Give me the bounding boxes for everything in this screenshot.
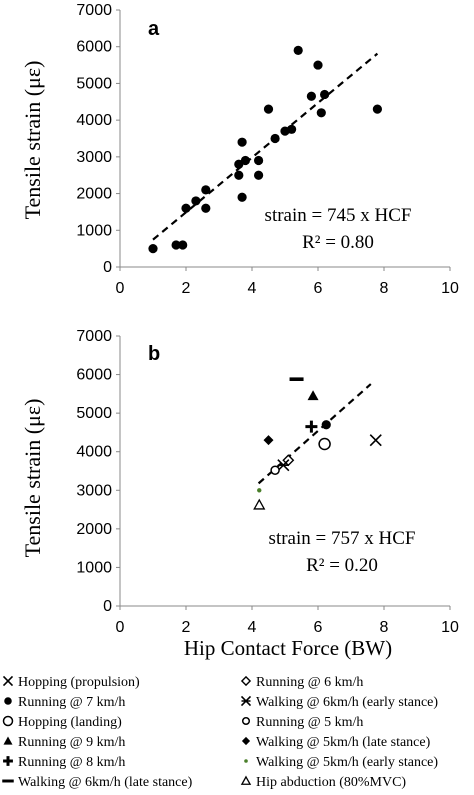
data-point-filled-circle	[201, 185, 211, 195]
legend-item-label: Walking @ 5km/h (early stance)	[256, 755, 438, 770]
y-tick-label: 1000	[76, 559, 112, 576]
legend-symbol-dash	[2, 779, 14, 783]
data-point-filled-circle	[313, 60, 323, 70]
panel-b-r-squared: R² = 0.20	[306, 555, 378, 576]
x-tick-label: 6	[314, 619, 323, 636]
x-tick-label: 0	[116, 280, 125, 297]
data-point-filled-circle	[181, 203, 191, 213]
legend-symbol-asterisk	[240, 695, 252, 707]
legend-item-label: Hopping (landing)	[18, 715, 122, 730]
data-point-open-circle-small	[270, 465, 280, 475]
x-tick-label: 10	[441, 280, 459, 297]
data-point-filled-circle	[372, 104, 382, 114]
data-point-filled-circle	[234, 170, 244, 180]
y-tick-label: 3000	[76, 149, 112, 166]
data-point-filled-circle	[254, 170, 264, 180]
y-tick-label: 6000	[76, 39, 112, 56]
y-tick-label: 2000	[76, 186, 112, 203]
legend-symbol-open-circle	[2, 715, 14, 727]
y-tick-label: 3000	[76, 482, 112, 499]
x-tick-label: 0	[116, 619, 125, 636]
data-point-filled-circle	[263, 104, 274, 114]
panel-a-label: a	[148, 18, 160, 40]
legend-item-label: Running @ 8 km/h	[18, 755, 125, 770]
legend-symbol-open-triangle	[240, 775, 252, 785]
data-point-filled-circle	[320, 89, 330, 100]
x-tick-label: 10	[441, 619, 459, 636]
legend-symbol-open-diamond	[240, 675, 252, 687]
panel-a-r-squared: R² = 0.80	[302, 232, 374, 253]
y-tick-label: 1000	[76, 222, 112, 239]
data-point-filled-circle	[254, 155, 264, 166]
legend: Hopping (propulsion) Running @ 7 km/h Hopp…	[2, 675, 438, 790]
data-point-filled-circle	[191, 196, 201, 206]
legend-item-label: Running @ 6 km/h	[256, 675, 363, 690]
data-point-filled-circle	[306, 91, 316, 101]
data-point-filled-circle	[201, 203, 211, 213]
legend-symbol-open-circle-small	[241, 716, 251, 726]
legend-item-label: Running @ 9 km/h	[18, 735, 125, 750]
panel-b-equation: strain = 757 x HCF	[269, 528, 416, 549]
data-point-plus	[305, 420, 318, 433]
data-point-filled-circle	[287, 124, 297, 134]
data-point-filled-circle	[178, 240, 188, 250]
data-point-small-dot-green	[257, 488, 262, 493]
data-point-filled-triangle	[307, 390, 319, 401]
legend-symbol-x	[2, 675, 14, 687]
legend-item-label: Walking @ 6km/h (early stance)	[256, 695, 438, 710]
data-point-filled-diamond	[263, 435, 274, 446]
y-tick-label: 2000	[76, 521, 112, 538]
panel-a: Tensile strain (με) a strain = 745 x HCF…	[20, 2, 459, 297]
y-tick-label: 4000	[76, 112, 112, 129]
data-point-filled-circle	[316, 108, 326, 118]
y-tick-label: 7000	[76, 328, 112, 345]
data-point-open-triangle	[253, 498, 266, 510]
y-tick-label: 5000	[76, 405, 112, 422]
legend-symbol-filled-diamond	[241, 736, 251, 746]
panel-b-y-axis-label: Tensile strain (με)	[20, 399, 45, 558]
x-tick-label: 8	[380, 619, 389, 636]
y-tick-label: 0	[103, 259, 112, 276]
data-point-filled-circle	[237, 137, 247, 147]
legend-item-label: Walking @ 6km/h (late stance)	[18, 775, 193, 790]
x-axis-label: Hip Contact Force (BW)	[184, 636, 392, 660]
legend-symbol-filled-circle	[4, 697, 12, 705]
x-tick-label: 2	[182, 280, 191, 297]
data-point-asterisk	[277, 459, 290, 472]
data-point-dash	[289, 377, 304, 381]
panel-b: Tensile strain (με) b strain = 757 x HCF…	[20, 328, 459, 660]
data-point-filled-circle	[171, 240, 181, 250]
legend-symbol-small-dot-green	[244, 759, 248, 763]
legend-item-label: Hip abduction (80%MVC)	[256, 775, 406, 790]
y-tick-label: 5000	[76, 75, 112, 92]
panel-a-y-axis-label: Tensile strain (με)	[20, 61, 45, 220]
panel-b-label: b	[148, 343, 160, 365]
y-tick-label: 7000	[76, 2, 112, 19]
x-tick-label: 4	[248, 280, 257, 297]
legend-symbol-filled-triangle	[3, 736, 13, 745]
x-tick-label: 8	[380, 280, 389, 297]
data-point-filled-circle	[270, 133, 280, 144]
y-tick-label: 4000	[76, 444, 112, 461]
data-point-filled-circle	[293, 45, 303, 55]
x-tick-label: 2	[182, 619, 191, 636]
y-tick-label: 0	[103, 598, 112, 615]
y-tick-label: 6000	[76, 367, 112, 384]
data-point-filled-circle	[321, 420, 331, 430]
x-tick-label: 4	[248, 619, 257, 636]
data-point-filled-circle	[237, 192, 247, 202]
legend-symbol-plus	[3, 756, 13, 766]
legend-item-label: Running @ 7 km/h	[18, 695, 125, 710]
legend-item-label: Hopping (propulsion)	[18, 675, 140, 690]
data-point-filled-circle	[240, 155, 250, 166]
data-point-x	[369, 434, 382, 447]
legend-item-label: Running @ 5 km/h	[256, 715, 363, 730]
panel-a-equation: strain = 745 x HCF	[265, 205, 412, 226]
data-point-open-circle	[318, 437, 331, 451]
legend-item-label: Walking @ 5km/h (late stance)	[256, 735, 431, 750]
data-point-filled-circle	[148, 244, 158, 254]
x-tick-label: 6	[314, 280, 323, 297]
